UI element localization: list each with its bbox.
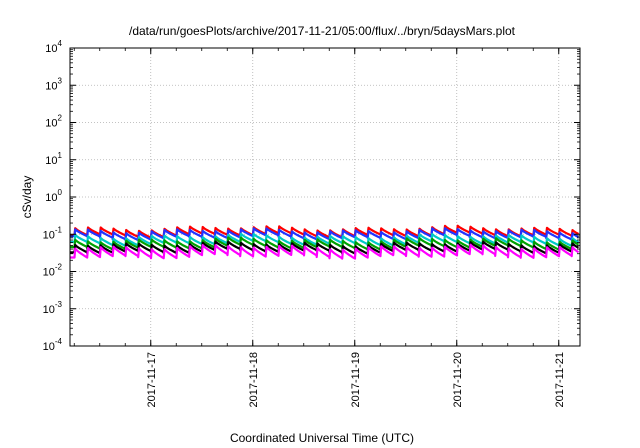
x-tick-label: 2017-11-21 (554, 352, 566, 407)
y-tick-label: 103 (45, 76, 62, 92)
x-tick-label: 2017-11-20 (452, 352, 464, 407)
x-axis: 2017-11-17 2017-11-18 2017-11-19 2017-11-20… (73, 48, 566, 407)
grid-lines (70, 48, 580, 346)
y-axis: 10-4 10-3 10-2 10-1 100 101 102 103 104 (43, 39, 580, 353)
series-line (70, 243, 580, 260)
y-tick-label: 10-3 (43, 300, 63, 316)
y-tick-label: 104 (45, 39, 62, 55)
x-tick-label: 2017-11-19 (350, 352, 362, 407)
y-tick-label: 102 (45, 114, 62, 130)
series-group (70, 224, 580, 260)
y-axis-label: cSv/day (20, 176, 34, 219)
y-tick-label: 101 (45, 151, 62, 167)
x-tick-label: 2017-11-17 (146, 352, 158, 407)
x-tick-label: 2017-11-18 (248, 352, 260, 407)
y-tick-label: 10-1 (43, 225, 63, 241)
chart-title: /data/run/goesPlots/archive/2017-11-21/0… (129, 24, 516, 38)
y-tick-label: 100 (45, 188, 62, 204)
y-tick-label: 10-4 (43, 337, 63, 353)
x-axis-label: Coordinated Universal Time (UTC) (230, 431, 414, 445)
y-tick-label: 10-2 (43, 263, 63, 279)
